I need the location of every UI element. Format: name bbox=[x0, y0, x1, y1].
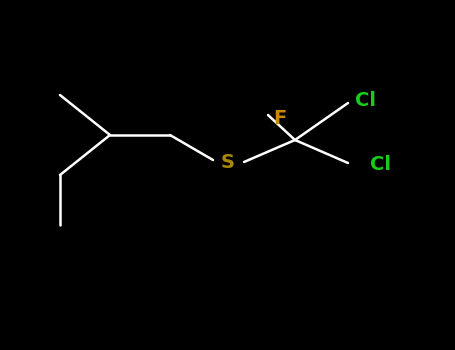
Text: Cl: Cl bbox=[370, 155, 391, 175]
Text: Cl: Cl bbox=[355, 91, 376, 110]
Text: S: S bbox=[221, 153, 235, 172]
Text: F: F bbox=[273, 108, 287, 127]
